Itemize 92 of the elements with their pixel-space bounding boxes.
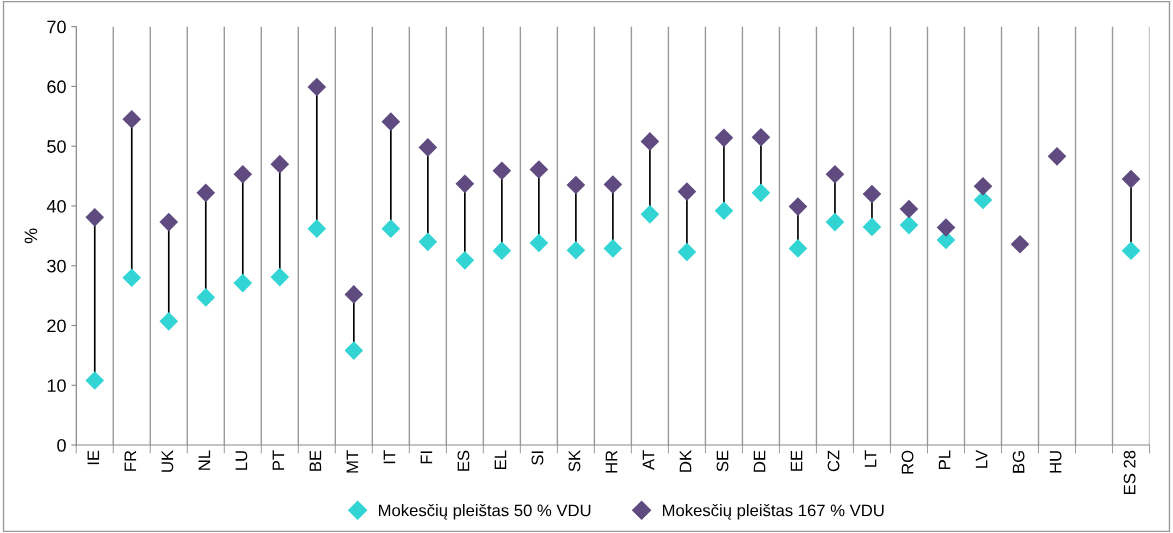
point [122,109,142,129]
y-tick-label: 0 [57,438,66,452]
point [677,182,697,201]
point [529,233,549,253]
x-tick-label: LU [235,451,248,470]
x-tick-label: HR [605,450,618,473]
x-tick-label: BG [1012,451,1025,473]
point [492,161,512,181]
legend-label: Mokesčių pleištas 50 % VDU [378,503,591,520]
point [973,176,993,196]
point [825,164,845,184]
x-tick-label: MT [346,450,359,473]
point [307,219,327,238]
point [529,160,549,179]
point [1121,169,1141,189]
point [825,212,845,232]
y-tick-label: 10 [47,379,66,392]
x-tick-label: AT [642,450,655,470]
point [1010,234,1030,254]
point [418,138,438,157]
point [566,175,586,195]
x-tick-label: LT [864,450,877,467]
point [233,273,253,293]
point [196,288,216,307]
x-tick-label: NL [198,450,211,470]
y-tick-label: 50 [47,140,66,153]
x-tick-label: IT [383,450,396,464]
point [862,217,882,237]
point [603,239,623,258]
x-tick-label: SK [568,450,581,472]
x-tick-label: FR [124,450,137,471]
x-tick-label: RO [901,450,914,474]
x-tick-label: PL [938,450,951,469]
x-tick-label: ES 28 [1123,450,1136,494]
x-tick-label: PT [272,450,285,470]
point [640,132,660,151]
y-tick-label: 40 [46,199,66,213]
y-tick-label: 30 [47,259,66,273]
x-tick-label: FI [420,451,433,464]
point [788,197,808,216]
point [566,240,586,260]
x-tick-label: DE [753,450,766,472]
point [418,232,438,252]
point [381,219,401,238]
point [159,312,179,331]
point [455,251,475,270]
point [85,371,105,390]
x-tick-label: EL [494,450,507,469]
point [899,215,919,235]
point [1121,241,1141,261]
point [973,190,993,210]
point [640,205,660,224]
point [751,127,771,147]
point [714,128,734,148]
x-tick-label: DK [679,450,692,472]
x-tick-label: CZ [827,450,840,472]
point [344,341,364,360]
point [751,183,771,203]
point [936,218,956,237]
point [233,164,253,184]
point [899,199,919,219]
point [196,183,216,203]
x-tick-label: ES [457,450,470,471]
point [714,201,734,221]
point [270,154,290,174]
point [122,268,142,288]
point [603,175,623,194]
y-axis-title: % [24,228,38,244]
point [85,208,105,227]
point [492,241,512,261]
point [677,242,697,262]
x-tick-label: LV [975,449,988,468]
point [862,184,882,204]
point [1047,147,1067,166]
y-tick-label: 70 [47,20,66,34]
point [159,212,179,232]
point [307,77,327,97]
x-tick-label: SI [531,451,544,465]
x-tick-label: EE [790,450,803,471]
point [455,174,475,194]
y-tick-label: 20 [47,319,66,333]
x-tick-label: BE [309,450,322,471]
x-tick-label: SE [716,450,729,472]
point [381,112,401,131]
y-tick-label: 60 [47,80,66,94]
x-tick-label: IE [87,450,100,465]
x-tick-label: UK [161,450,174,472]
point [788,239,808,258]
point [344,285,364,304]
point [270,267,290,287]
x-tick-label: HU [1049,451,1062,473]
legend-label: Mokesčių pleištas 167 % VDU [662,503,884,520]
